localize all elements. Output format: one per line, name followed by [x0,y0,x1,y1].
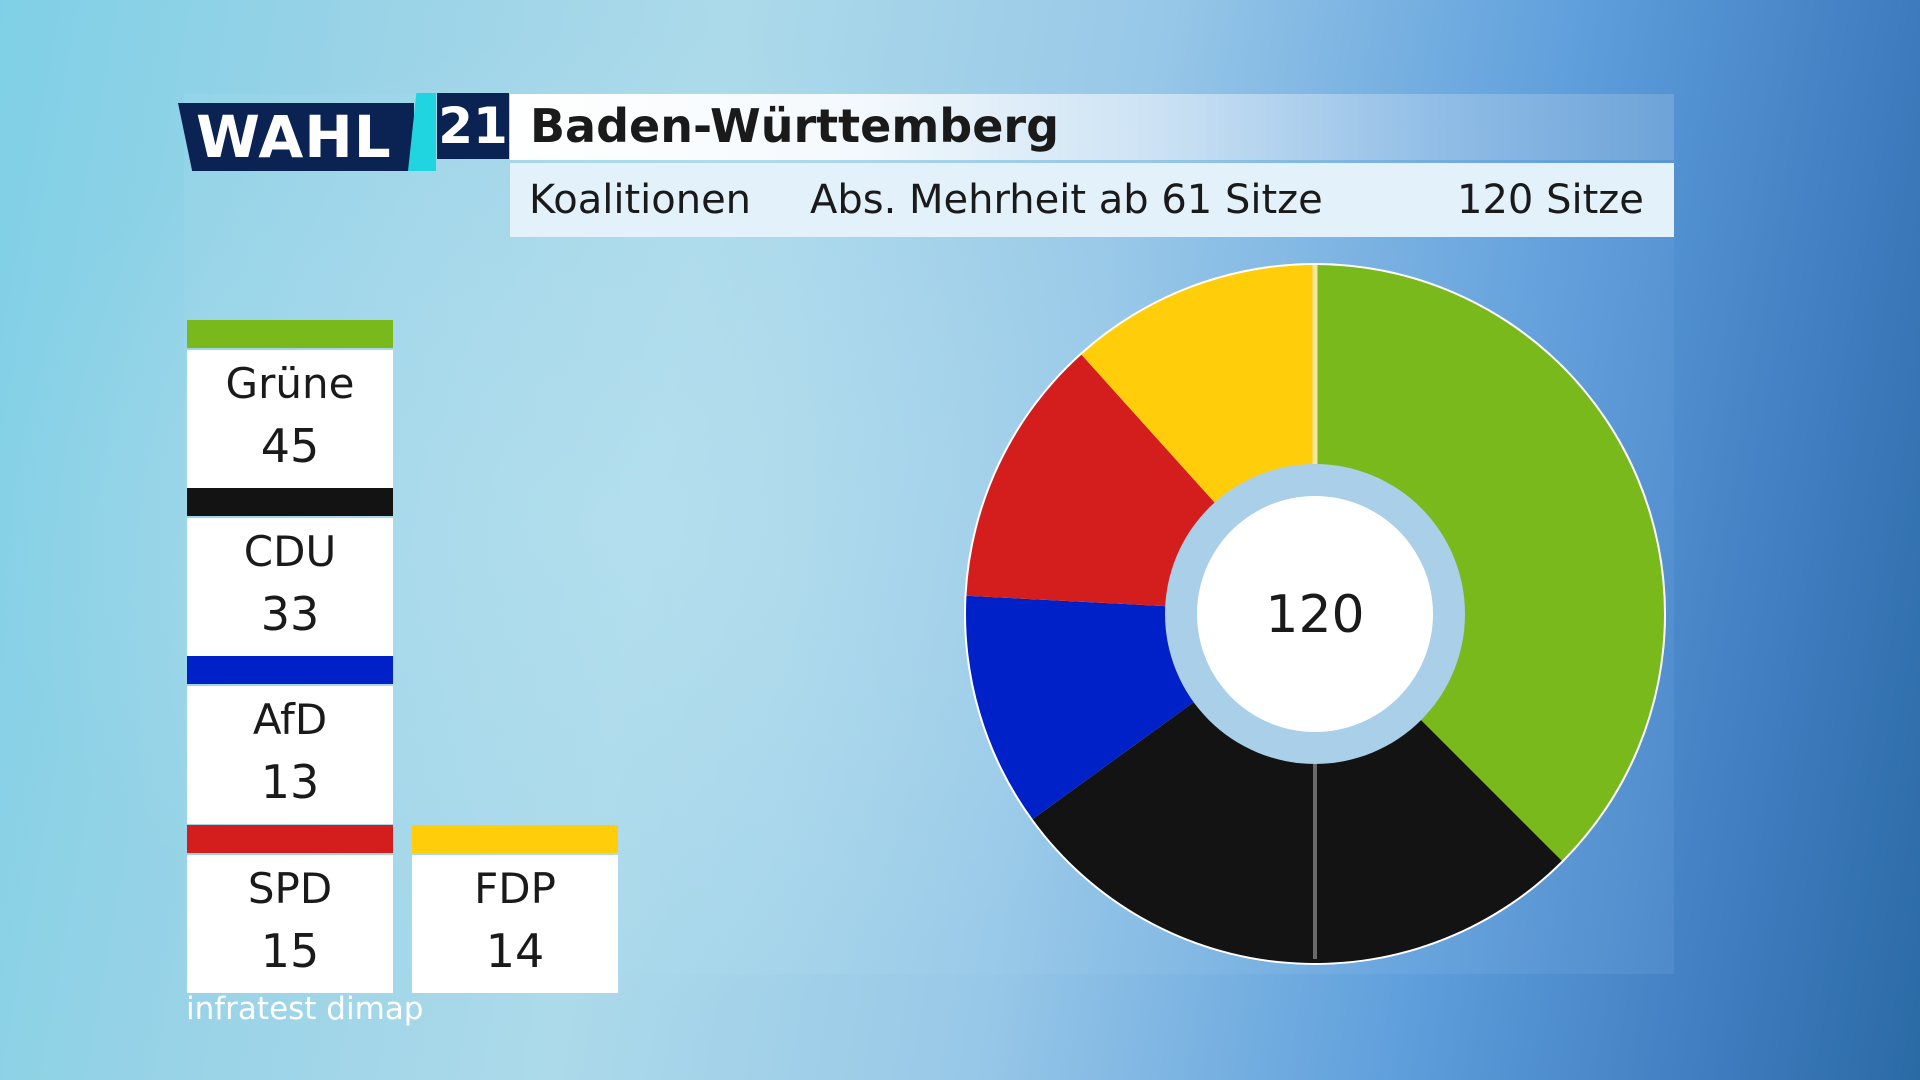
legend-item-fdp: FDP 14 [412,825,618,993]
legend-box [187,350,393,488]
pie-slice-gr-ne [1315,265,1665,861]
subtitle-coalitions: Koalitionen [529,177,752,223]
legend-party-seats: 15 [260,924,320,978]
legend-item-spd: SPD 15 [187,825,393,993]
legend-party-seats: 14 [485,924,545,978]
source-credit: infratest dimap [186,991,424,1027]
legend-item-cdu: CDU 33 [187,488,393,656]
wahl-logo-year: 21 [437,93,509,159]
title-bar [510,94,1674,160]
wahl-logo-block [178,103,414,171]
legend-party-seats: 33 [260,587,320,641]
legend-box [187,855,393,993]
legend-party-name: CDU [243,527,337,576]
legend-party-name: FDP [474,864,556,913]
page-title: Baden-Württemberg [530,99,1060,153]
legend-box [187,686,393,824]
legend-item-gruene: Grüne 45 [187,320,393,488]
legend-party-seats: 13 [260,755,320,809]
subtitle-majority: Abs. Mehrheit ab 61 Sitze [810,177,1323,223]
legend-party-name: AfD [252,695,328,744]
legend-color-bar [187,488,393,516]
donut-center-label: 120 [1265,585,1364,645]
subtitle-bar [510,163,1674,237]
pie-slice-cdu [1032,614,1562,963]
donut-center [1197,496,1433,732]
subtitle-total-seats: 120 Sitze [1457,177,1644,223]
legend-color-bar [412,825,618,853]
legend-color-bar [187,656,393,684]
legend-color-bar [187,320,393,348]
legend-party-name: Grüne [225,359,355,408]
legend-box [187,518,393,656]
legend-color-bar [187,825,393,853]
legend-party-name: SPD [247,864,333,913]
legend-party-seats: 45 [260,419,320,473]
legend-item-afd: AfD 13 [187,656,393,824]
legend-box [412,855,618,993]
wahl-logo-text: WAHL [196,103,392,171]
